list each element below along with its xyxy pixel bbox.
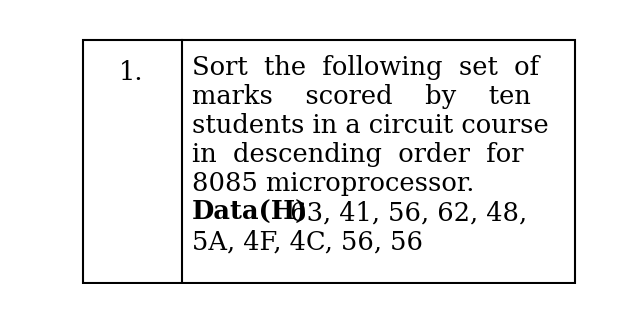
Text: marks    scored    by    ten: marks scored by ten [192,85,531,109]
Text: students in a circuit course: students in a circuit course [192,114,549,138]
Text: Data(H): Data(H) [192,200,309,226]
Text: Sort  the  following  set  of: Sort the following set of [192,56,539,80]
Text: 1.: 1. [119,60,144,85]
Text: in  descending  order  for: in descending order for [192,142,524,167]
Text: 8085 microprocessor.: 8085 microprocessor. [192,171,474,197]
Text: 63, 41, 56, 62, 48,: 63, 41, 56, 62, 48, [282,200,528,226]
Text: 5A, 4F, 4C, 56, 56: 5A, 4F, 4C, 56, 56 [192,229,423,254]
